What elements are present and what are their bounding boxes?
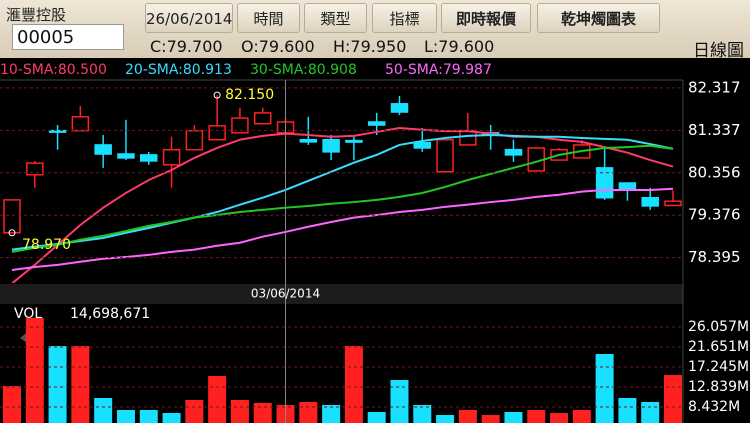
candle-body (3, 199, 21, 234)
toolbar: 滙豐控股 00005 26/06/2014 時間 類型 指標 即時報價 乾坤燭圖… (0, 0, 750, 61)
candle-body (185, 129, 204, 151)
sma-line (11, 127, 674, 283)
volume-bar (344, 345, 363, 423)
volume-bar (413, 404, 432, 423)
sma-line (11, 133, 674, 251)
candle-body (299, 138, 318, 143)
volume-bar (436, 415, 455, 423)
volume-bar (458, 410, 477, 423)
quote-open: O:79.600 (241, 37, 315, 56)
y-tick-label: 8.432M (688, 399, 740, 415)
volume-bar (367, 412, 386, 423)
candle-body (504, 148, 523, 156)
annotation-marker (8, 229, 16, 237)
date-strip (0, 284, 683, 304)
candle-body (253, 112, 272, 125)
volume-bar (253, 402, 272, 423)
candle-body (162, 148, 181, 166)
candle-body (345, 139, 363, 143)
y-tick-label: 80.356 (688, 163, 741, 181)
legend-entry: 50-SMA:79.987 (385, 62, 492, 78)
candle-body (618, 182, 637, 191)
candle-body (231, 117, 249, 134)
candle-body (595, 167, 614, 199)
volume-bar (322, 404, 341, 423)
type-button[interactable]: 類型 (304, 3, 367, 33)
candle-body (413, 142, 432, 149)
volume-bar (481, 415, 500, 423)
volume-bar (230, 399, 249, 423)
candle-body (322, 138, 340, 153)
volume-bar (116, 410, 135, 423)
time-button[interactable]: 時間 (237, 3, 300, 33)
y-tick-label: 21.651M (688, 339, 749, 355)
volume-bar (208, 376, 227, 423)
candle-body (436, 138, 454, 173)
candle-body (390, 103, 409, 113)
legend-entry: 20-SMA:80.913 (125, 62, 232, 78)
annotation: 78.970 (22, 237, 71, 253)
volume-panel (3, 317, 682, 423)
y-tick-label: 82.317 (688, 78, 741, 96)
volume-bar (71, 345, 90, 423)
volume-bar (162, 413, 181, 423)
volume-bar (94, 397, 113, 423)
candle-body (664, 200, 682, 207)
candle-body (71, 116, 90, 132)
stock-name: 滙豐控股 (6, 6, 67, 24)
volume-bar (25, 317, 44, 423)
volume-bar (641, 401, 660, 423)
candle-body (367, 121, 386, 126)
y-tick-label: 81.337 (688, 121, 741, 139)
volume-bar (48, 345, 67, 423)
annotation: 82.150 (225, 87, 274, 103)
legend-entry: 10-SMA:80.500 (0, 62, 107, 78)
candle-body (117, 153, 135, 159)
candle-body (208, 125, 226, 141)
quote-close: C:79.700 (150, 37, 223, 56)
volume-bar (527, 410, 546, 423)
background (0, 58, 750, 423)
view-label: 日線圖 (693, 41, 744, 61)
quote-low: L:79.600 (424, 37, 495, 56)
volume-bar (504, 412, 523, 423)
candle-body (641, 196, 659, 207)
price-panel (3, 95, 682, 283)
candle-body (459, 129, 477, 146)
volume-bar (550, 413, 569, 423)
volume-bar (664, 375, 682, 423)
candle-body (140, 154, 158, 162)
candle-body (26, 162, 44, 176)
y-tick-label: 26.057M (688, 319, 749, 335)
annotation-marker (213, 91, 221, 99)
volume-bar (185, 399, 204, 423)
x-tick-label: 03/06/2014 (251, 287, 320, 301)
volume-bar (139, 410, 158, 423)
volume-bar (595, 353, 614, 423)
volume-bar (390, 380, 409, 423)
volume-bar (3, 385, 21, 423)
quote-high: H:79.950 (333, 37, 407, 56)
y-tick-label: 79.376 (688, 206, 741, 224)
indicator-button[interactable]: 指標 (372, 3, 437, 33)
y-tick-label: 78.395 (688, 248, 741, 266)
volume-bar (572, 410, 591, 423)
quote-button[interactable]: 即時報價 (441, 3, 531, 33)
volume-readout: 14,698,671 (70, 306, 150, 322)
date-button[interactable]: 26/06/2014 (145, 3, 233, 33)
sma-line (11, 144, 674, 253)
chart: VOL 14,698,671 82.31781.33780.35679.3767… (0, 58, 750, 423)
y-tick-label: 12.839M (688, 379, 749, 395)
chart-button[interactable]: 乾坤燭圖表 (537, 3, 660, 33)
legend-entry: 30-SMA:80.908 (250, 62, 357, 78)
candle-body (48, 129, 67, 133)
stock-code-input[interactable]: 00005 (12, 24, 124, 50)
candle-body (94, 144, 112, 155)
volume-bar (618, 397, 637, 423)
volume-bar (299, 401, 318, 423)
y-tick-label: 17.245M (688, 359, 749, 375)
